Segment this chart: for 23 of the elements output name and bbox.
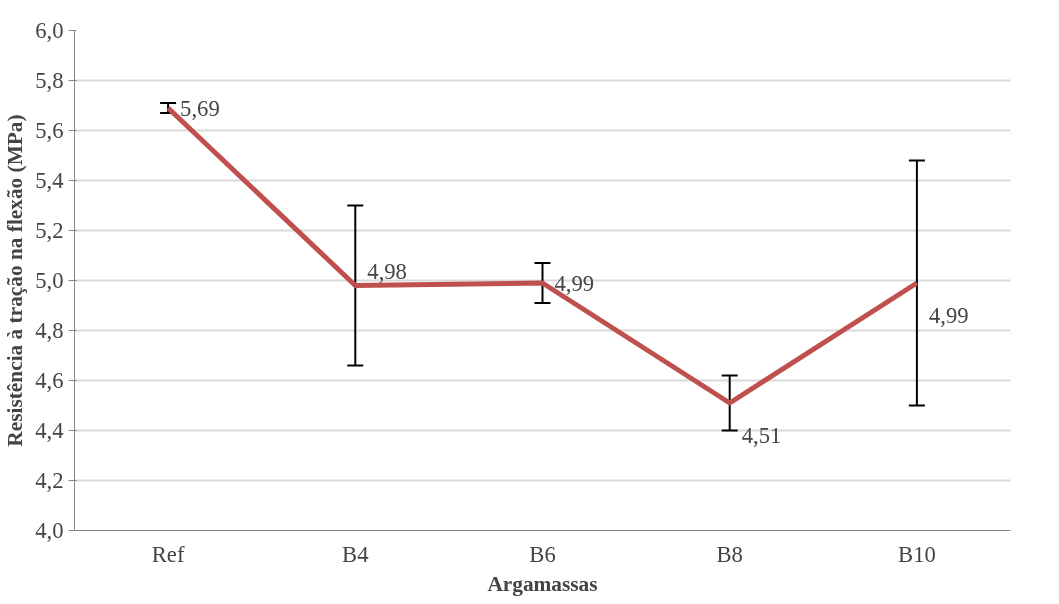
x-tick-label: Ref	[151, 541, 185, 567]
y-tick-label: 5,2	[35, 218, 64, 243]
x-tick-label: B10	[898, 541, 936, 567]
text: 4,99	[554, 270, 595, 296]
text: 4,99	[928, 302, 969, 328]
y-tick-label: 4,2	[35, 468, 64, 493]
y-tick-label: 4,0	[35, 518, 64, 543]
y-tick-label: 5,6	[35, 118, 64, 143]
y-tick-label: 4,4	[35, 418, 64, 443]
y-tick-label: 5,0	[35, 268, 64, 293]
x-tick-label: B4	[342, 541, 369, 567]
y-axis-title: Resistência à tração na flexão (MPa)	[3, 114, 28, 447]
y-tick-label: 4,8	[35, 318, 64, 343]
y-tick-label: 5,8	[35, 68, 64, 93]
text: 5,69	[180, 95, 220, 121]
text: 4,98	[367, 259, 407, 284]
text: 4,51	[741, 422, 782, 448]
x-axis-title: Argamassas	[487, 571, 598, 596]
y-tick-label: 4,6	[35, 368, 64, 393]
y-tick-label: 6,0	[35, 18, 64, 43]
y-tick-label: 5,4	[35, 168, 64, 193]
x-tick-label: B6	[529, 541, 556, 567]
x-tick-label: B8	[716, 541, 743, 567]
